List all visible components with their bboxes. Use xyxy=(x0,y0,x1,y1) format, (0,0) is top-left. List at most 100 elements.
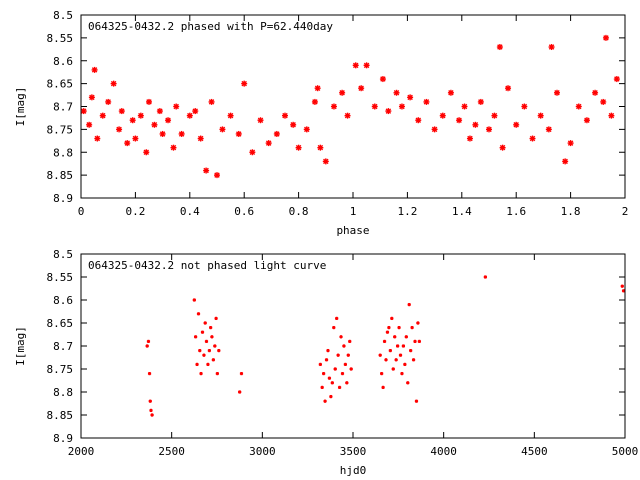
data-point xyxy=(499,144,506,151)
data-point xyxy=(513,121,520,128)
data-point xyxy=(407,94,414,101)
data-point xyxy=(159,130,166,137)
data-point xyxy=(345,381,349,385)
data-point xyxy=(145,344,149,348)
data-point xyxy=(358,85,365,92)
data-point xyxy=(620,284,624,288)
data-point xyxy=(472,121,479,128)
data-point xyxy=(398,103,405,110)
data-point xyxy=(352,62,359,69)
data-point xyxy=(378,353,382,357)
x-tick-label: 0.6 xyxy=(234,205,254,218)
data-point xyxy=(583,117,590,124)
data-point xyxy=(186,112,193,119)
y-tick-label: 8.55 xyxy=(47,271,74,284)
data-point xyxy=(282,112,288,119)
data-point xyxy=(413,339,417,344)
data-point xyxy=(173,103,180,110)
x-axis-label: hjd0 xyxy=(340,464,367,477)
data-point xyxy=(88,94,95,101)
data-point xyxy=(132,135,139,142)
data-point xyxy=(562,158,569,165)
data-points xyxy=(80,34,620,179)
data-point xyxy=(477,98,484,105)
data-point xyxy=(395,344,400,348)
data-point xyxy=(149,408,153,413)
data-point xyxy=(150,413,154,417)
data-point xyxy=(165,117,172,124)
data-point xyxy=(333,367,337,371)
data-point xyxy=(385,108,392,115)
data-point xyxy=(393,335,397,339)
data-point xyxy=(314,85,321,92)
x-tick-label: 3000 xyxy=(249,445,276,458)
data-point xyxy=(273,130,280,137)
data-point xyxy=(241,80,248,87)
data-point xyxy=(371,103,378,110)
data-point xyxy=(143,149,150,156)
data-point xyxy=(423,98,430,105)
data-point xyxy=(602,34,609,41)
data-point xyxy=(339,335,343,339)
data-point xyxy=(407,302,411,307)
data-point xyxy=(227,112,234,119)
data-point xyxy=(211,358,216,362)
data-point xyxy=(416,321,420,325)
data-point xyxy=(326,348,330,353)
data-points xyxy=(145,275,626,417)
data-point xyxy=(431,126,438,133)
data-point xyxy=(318,362,323,367)
data-point xyxy=(339,89,346,96)
data-point xyxy=(414,399,419,403)
y-axis-label: I[mag] xyxy=(14,326,27,366)
data-point xyxy=(379,371,384,376)
data-point xyxy=(330,103,337,110)
x-tick-label: 1.2 xyxy=(397,205,417,218)
y-tick-label: 8.65 xyxy=(47,78,74,91)
x-tick-label: 4500 xyxy=(521,445,548,458)
data-point xyxy=(505,85,512,92)
data-point xyxy=(613,76,620,83)
data-point xyxy=(290,121,297,128)
data-point xyxy=(239,371,244,376)
data-point xyxy=(322,158,329,165)
data-point xyxy=(447,89,454,96)
data-point xyxy=(411,358,416,362)
data-point xyxy=(575,103,582,110)
data-point xyxy=(391,367,395,371)
data-point xyxy=(207,348,212,353)
y-tick-label: 8.8 xyxy=(53,386,73,399)
data-point xyxy=(334,316,339,321)
data-point xyxy=(496,44,503,51)
y-tick-label: 8.5 xyxy=(53,9,73,22)
y-axis-ticks: 8.5 8.55 8.6 8.65 8.7 8.75 8.8 8.85 8.9 xyxy=(47,9,625,205)
data-point xyxy=(148,399,152,403)
data-point xyxy=(324,358,329,362)
data-point xyxy=(323,399,327,403)
data-point xyxy=(265,140,272,147)
data-point xyxy=(329,394,333,399)
x-tick-label: 1.4 xyxy=(452,205,472,218)
data-point xyxy=(320,385,324,390)
data-point xyxy=(332,325,336,330)
data-point xyxy=(600,98,607,105)
data-point xyxy=(91,66,98,73)
data-point xyxy=(178,130,185,137)
y-tick-label: 8.55 xyxy=(47,32,74,45)
data-point xyxy=(385,330,390,334)
x-tick-label: 2 xyxy=(622,205,629,218)
data-point xyxy=(537,112,544,119)
data-point xyxy=(348,339,352,344)
data-point xyxy=(196,312,201,316)
y-tick-label: 8.5 xyxy=(53,248,73,261)
x-tick-label: 4000 xyxy=(430,445,457,458)
y-tick-label: 8.6 xyxy=(53,294,73,307)
data-point xyxy=(415,117,422,124)
data-point xyxy=(521,103,528,110)
data-point xyxy=(203,167,210,174)
data-point xyxy=(417,339,422,344)
data-point xyxy=(129,117,136,124)
data-point xyxy=(86,121,93,128)
data-point xyxy=(204,339,209,344)
x-axis-ticks: 2000 2500 3000 3500 4000 4500 5000 xyxy=(68,254,638,458)
